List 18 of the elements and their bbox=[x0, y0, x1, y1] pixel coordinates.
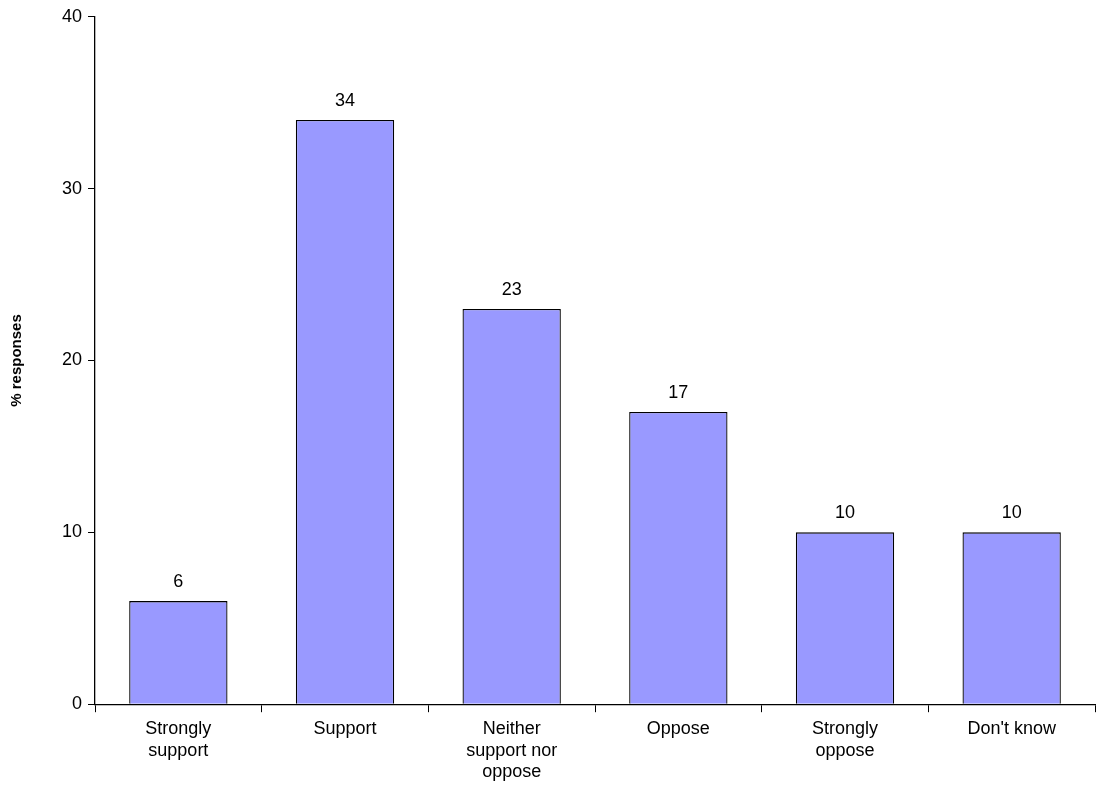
x-tick-label: Oppose bbox=[646, 717, 710, 738]
x-tick-label: Strongly support bbox=[145, 717, 212, 760]
y-tick-label: 20 bbox=[61, 349, 83, 370]
y-tick-label: 0 bbox=[72, 693, 83, 714]
data-label: 10 bbox=[834, 502, 856, 523]
x-tick-label: Strongly oppose bbox=[811, 717, 879, 760]
y-tick-label: 40 bbox=[61, 5, 83, 26]
x-tick-label: Neither support nor oppose bbox=[466, 717, 558, 782]
data-label: 23 bbox=[501, 278, 522, 299]
x-tick-label: Don't know bbox=[967, 717, 1057, 738]
data-label: 17 bbox=[668, 382, 689, 403]
x-tick-label: Support bbox=[313, 717, 377, 738]
y-axis-title: % responses bbox=[7, 314, 25, 407]
data-label: 10 bbox=[1001, 502, 1022, 523]
data-label: 6 bbox=[173, 571, 184, 592]
data-label: 34 bbox=[335, 89, 356, 110]
y-tick-label: 30 bbox=[61, 177, 83, 198]
y-tick-label: 10 bbox=[61, 521, 83, 542]
